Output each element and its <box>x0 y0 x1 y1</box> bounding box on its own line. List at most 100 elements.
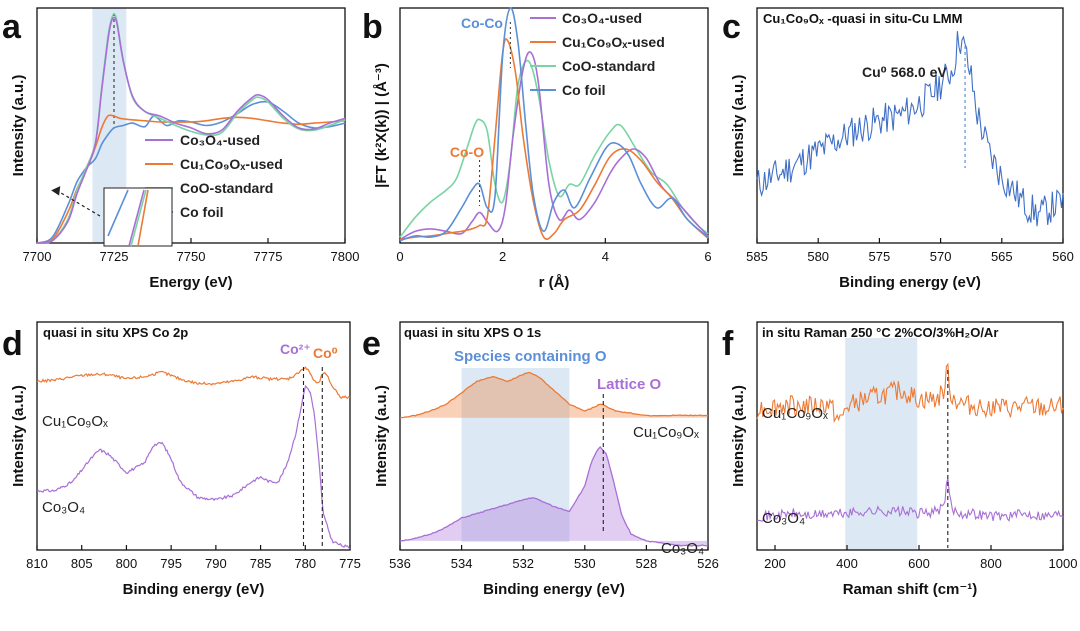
x-axis-title-b: r (Å) <box>539 274 570 291</box>
legend-label-a-3: Co foil <box>180 204 224 220</box>
x-tick-label-e: 536 <box>389 556 411 571</box>
panel-letter-d: d <box>2 325 23 363</box>
shaded-region-f <box>845 338 918 550</box>
series-line-b-2 <box>399 59 709 238</box>
panel-title-e: quasi in situ XPS O 1s <box>404 325 541 340</box>
x-tick-label-d: 795 <box>160 556 182 571</box>
annotation-co-o: Co-O <box>450 144 484 160</box>
series-label-e-0: Cu₁Co₉Oₓ <box>633 424 699 441</box>
inset-line-1 <box>128 189 145 247</box>
x-tick-label-b: 0 <box>396 249 403 264</box>
x-tick-label-d: 790 <box>205 556 227 571</box>
plot-frame-d <box>36 321 351 551</box>
panel-letter-b: b <box>362 8 383 46</box>
x-tick-label-a: 7800 <box>331 249 360 264</box>
x-tick-label-e: 530 <box>574 556 596 571</box>
plot-frame-f <box>756 321 1064 551</box>
inset-line-0 <box>107 189 129 237</box>
series-line-d-0 <box>36 366 351 399</box>
x-tick-label-f: 800 <box>980 556 1002 571</box>
x-tick-label-d: 780 <box>294 556 316 571</box>
x-tick-label-b: 2 <box>499 249 506 264</box>
series-label-d-1: Co₃O₄ <box>42 499 85 516</box>
series-line-e-0 <box>399 371 709 419</box>
y-axis-title-a: Intensity (a.u.) <box>10 75 27 177</box>
series-line-b-1 <box>399 38 709 241</box>
legend-label-b-3: Co foil <box>562 82 606 98</box>
x-tick-label-c: 570 <box>930 249 952 264</box>
panel-letter-e: e <box>362 325 381 363</box>
x-tick-label-a: 7775 <box>254 249 283 264</box>
series-label-e-1: Co₃O₄ <box>661 540 704 557</box>
legend-label-b-0: Co₃O₄-used <box>562 10 642 26</box>
series-label-d-0: Cu₁Co₉Oₓ <box>42 413 108 430</box>
panel-letter-f: f <box>722 325 734 363</box>
series-line-b-0 <box>399 51 709 241</box>
inset-pointer-arrow <box>51 186 61 196</box>
x-axis-title-d: Binding energy (eV) <box>123 581 265 598</box>
x-axis-title-c: Binding energy (eV) <box>839 274 981 291</box>
legend-label-a-0: Co₃O₄-used <box>180 132 260 148</box>
x-tick-label-d: 775 <box>339 556 361 571</box>
x-tick-label-a: 7700 <box>23 249 52 264</box>
series-area-e-0 <box>400 372 708 418</box>
legend-label-b-1: Cu₁Co₉Oₓ-used <box>562 34 665 50</box>
x-tick-label-c: 580 <box>807 249 829 264</box>
plot-frame-e <box>399 321 709 551</box>
x-tick-label-e: 528 <box>636 556 658 571</box>
series-line-a-0 <box>36 16 346 244</box>
x-tick-label-a: 7750 <box>177 249 206 264</box>
x-tick-label-f: 400 <box>836 556 858 571</box>
x-tick-label-e: 532 <box>512 556 534 571</box>
co0-label: Co⁰ <box>313 345 338 361</box>
x-tick-label-c: 585 <box>746 249 768 264</box>
x-tick-label-f: 200 <box>764 556 786 571</box>
x-tick-label-b: 4 <box>602 249 609 264</box>
x-tick-label-f: 600 <box>908 556 930 571</box>
x-tick-label-c: 575 <box>869 249 891 264</box>
x-tick-label-f: 1000 <box>1049 556 1078 571</box>
series-area-e-1 <box>400 447 708 546</box>
x-axis-title-f: Raman shift (cm⁻¹) <box>843 581 978 598</box>
x-tick-label-d: 785 <box>250 556 272 571</box>
series-line-b-3 <box>399 7 709 242</box>
legend-label-b-2: CoO-standard <box>562 58 655 74</box>
plot-frame-c <box>756 7 1064 244</box>
x-tick-label-e: 526 <box>697 556 719 571</box>
x-tick-label-d: 805 <box>71 556 93 571</box>
series-line-f-1 <box>756 478 1064 522</box>
y-axis-title-d: Intensity (a.u.) <box>10 385 27 487</box>
x-tick-label-d: 800 <box>116 556 138 571</box>
legend-label-a-2: CoO-standard <box>180 180 273 196</box>
series-line-e-1 <box>399 446 709 547</box>
x-tick-label-d: 810 <box>26 556 48 571</box>
series-label-f-0: Cu₁Co₉Oₓ <box>762 405 828 422</box>
legend-label-a-1: Cu₁Co₉Oₓ-used <box>180 156 283 172</box>
series-line-d-1 <box>36 384 351 550</box>
x-tick-label-e: 534 <box>451 556 473 571</box>
x-tick-label-c: 565 <box>991 249 1013 264</box>
y-axis-title-e: Intensity (a.u.) <box>373 385 390 487</box>
x-tick-label-a: 7725 <box>100 249 129 264</box>
cu0-peak-label: Cu⁰ 568.0 eV <box>862 64 947 80</box>
series-line-f-0 <box>756 362 1064 423</box>
species-label: Species containing O <box>454 348 607 365</box>
panel-title-f: in situ Raman 250 °C 2%CO/3%H₂O/Ar <box>762 325 998 340</box>
inset-line-3 <box>137 189 149 247</box>
x-axis-title-a: Energy (eV) <box>149 274 232 291</box>
y-axis-title-b: |FT (k²X(k)) | (Å⁻³) <box>373 63 390 188</box>
series-label-f-1: Co₃O₄ <box>762 510 805 527</box>
panel-title-c: Cu₁Co₉Oₓ -quasi in situ-Cu LMM <box>763 11 962 26</box>
y-axis-title-c: Intensity (a.u.) <box>730 75 747 177</box>
panel-letter-a: a <box>2 8 22 46</box>
panel-letter-c: c <box>722 8 741 46</box>
x-axis-title-e: Binding energy (eV) <box>483 581 625 598</box>
annotation-co-co: Co-Co <box>461 15 503 31</box>
y-axis-title-f: Intensity (a.u.) <box>730 385 747 487</box>
plot-frame-b <box>399 7 709 244</box>
x-tick-label-c: 560 <box>1052 249 1074 264</box>
co2plus-label: Co²⁺ <box>280 341 311 357</box>
inset-pointer-line <box>55 189 101 217</box>
lattice-o-label: Lattice O <box>597 376 662 393</box>
